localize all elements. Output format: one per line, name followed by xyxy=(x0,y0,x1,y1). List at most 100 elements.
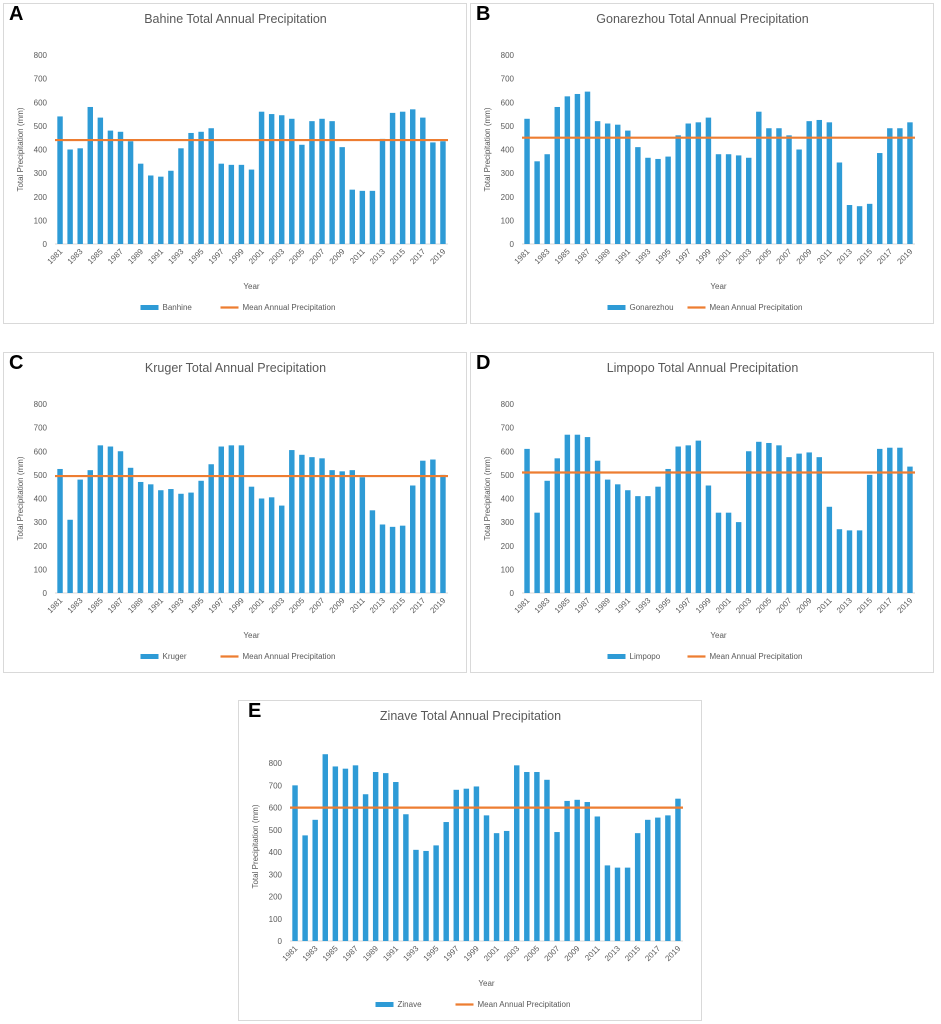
panel-frame xyxy=(470,3,934,324)
bar xyxy=(685,445,691,593)
bar xyxy=(369,510,376,593)
bar xyxy=(238,445,245,593)
y-tick-label: 100 xyxy=(34,565,48,574)
bar xyxy=(796,149,802,244)
y-tick-label: 100 xyxy=(501,565,515,574)
bar xyxy=(544,480,550,593)
bar xyxy=(148,484,154,593)
bar xyxy=(218,163,224,244)
bar xyxy=(634,833,641,941)
panel-frame xyxy=(3,352,467,673)
bar xyxy=(379,138,386,244)
legend-label: Limpopo xyxy=(630,652,661,661)
bar xyxy=(359,190,366,244)
bar xyxy=(897,128,903,244)
bar xyxy=(675,798,681,941)
bar xyxy=(624,867,631,941)
y-tick-label: 400 xyxy=(501,146,515,155)
bar xyxy=(188,492,194,593)
y-tick-label: 700 xyxy=(269,781,283,790)
y-axis-label: Total Precipitation (mm) xyxy=(16,107,25,191)
bar xyxy=(604,479,611,593)
bar xyxy=(766,128,772,244)
bar xyxy=(359,477,366,593)
bar xyxy=(420,460,426,593)
bar xyxy=(735,155,742,244)
bar xyxy=(836,162,843,244)
bar xyxy=(67,519,73,593)
bar xyxy=(389,112,396,244)
bar xyxy=(816,457,822,593)
bar xyxy=(430,142,436,244)
bar xyxy=(594,816,601,941)
panel-frame xyxy=(3,3,467,324)
bar xyxy=(746,157,752,244)
bar xyxy=(877,153,883,244)
bar xyxy=(715,154,722,244)
y-tick-label: 300 xyxy=(501,169,515,178)
bar xyxy=(887,447,893,593)
bar xyxy=(309,121,315,244)
bar xyxy=(57,116,63,244)
bar xyxy=(440,141,446,244)
bar xyxy=(665,468,671,593)
y-tick-label: 0 xyxy=(43,589,48,598)
bar xyxy=(534,161,540,244)
bar xyxy=(77,148,83,244)
y-tick-label: 500 xyxy=(34,122,48,131)
bar xyxy=(178,148,184,244)
bar xyxy=(299,144,305,244)
bar xyxy=(574,799,580,941)
panel-letter: C xyxy=(9,352,23,374)
bar xyxy=(655,486,661,593)
y-tick-label: 700 xyxy=(34,75,48,84)
bar xyxy=(383,773,389,941)
bar xyxy=(655,158,661,244)
y-axis-label: Total Precipitation (mm) xyxy=(251,804,260,888)
y-tick-label: 600 xyxy=(501,98,515,107)
bar xyxy=(735,522,742,593)
y-tick-label: 800 xyxy=(501,51,515,60)
bar xyxy=(228,164,235,244)
x-axis-label: Year xyxy=(243,282,260,291)
bar xyxy=(534,512,540,593)
bar xyxy=(372,772,379,941)
bar xyxy=(332,766,339,941)
chart-title: Zinave Total Annual Precipitation xyxy=(380,709,561,723)
y-tick-label: 300 xyxy=(34,518,48,527)
legend-label: Gonarezhou xyxy=(630,303,674,312)
bar xyxy=(534,772,540,941)
y-tick-label: 700 xyxy=(501,424,515,433)
bar xyxy=(564,434,571,593)
bar xyxy=(907,466,913,593)
y-tick-label: 0 xyxy=(510,240,515,249)
legend-swatch xyxy=(140,305,159,310)
y-tick-label: 800 xyxy=(501,400,515,409)
y-tick-label: 0 xyxy=(278,937,283,946)
bar xyxy=(725,512,732,593)
bar xyxy=(339,471,345,593)
bar xyxy=(413,849,419,941)
bar xyxy=(158,176,164,244)
bar xyxy=(635,496,641,593)
y-tick-label: 500 xyxy=(501,471,515,480)
panel-letter: D xyxy=(476,352,490,374)
y-axis-label: Total Precipitation (mm) xyxy=(483,456,492,540)
bar xyxy=(645,496,651,593)
bar xyxy=(524,118,530,244)
bar xyxy=(473,786,480,941)
bar xyxy=(453,789,459,941)
bar xyxy=(289,450,295,593)
y-tick-label: 700 xyxy=(34,424,48,433)
bar xyxy=(493,833,500,941)
bar xyxy=(268,497,275,593)
chart-title: Kruger Total Annual Precipitation xyxy=(145,361,326,375)
bar xyxy=(218,446,224,593)
bar xyxy=(137,163,144,244)
bar xyxy=(117,131,124,244)
bar xyxy=(168,489,174,593)
y-tick-label: 600 xyxy=(501,447,515,456)
bar xyxy=(302,835,308,941)
y-tick-label: 200 xyxy=(34,542,48,551)
chart-panel: Bahine Total Annual Precipitation 0 100 200… xyxy=(3,3,467,324)
